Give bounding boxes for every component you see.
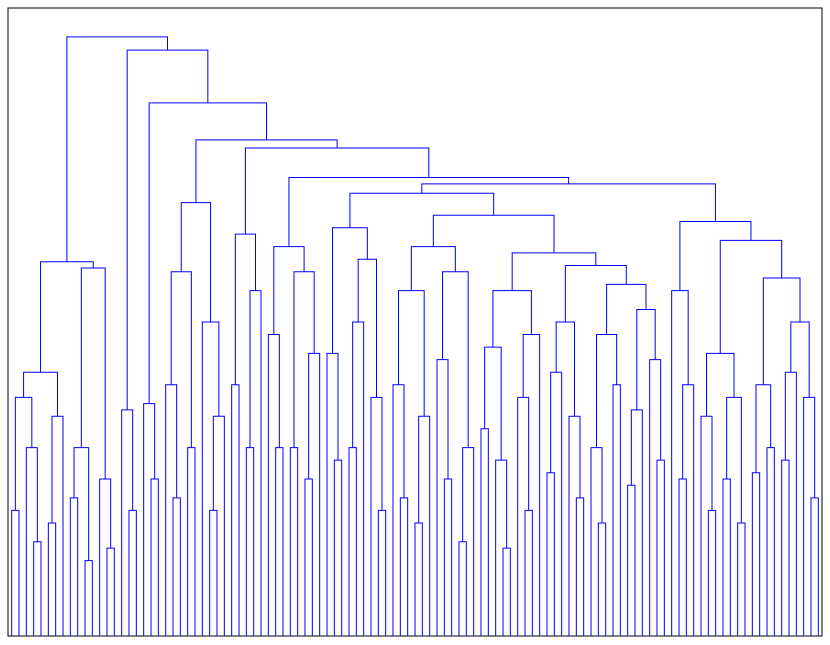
dendrogram-link bbox=[66, 36, 169, 262]
